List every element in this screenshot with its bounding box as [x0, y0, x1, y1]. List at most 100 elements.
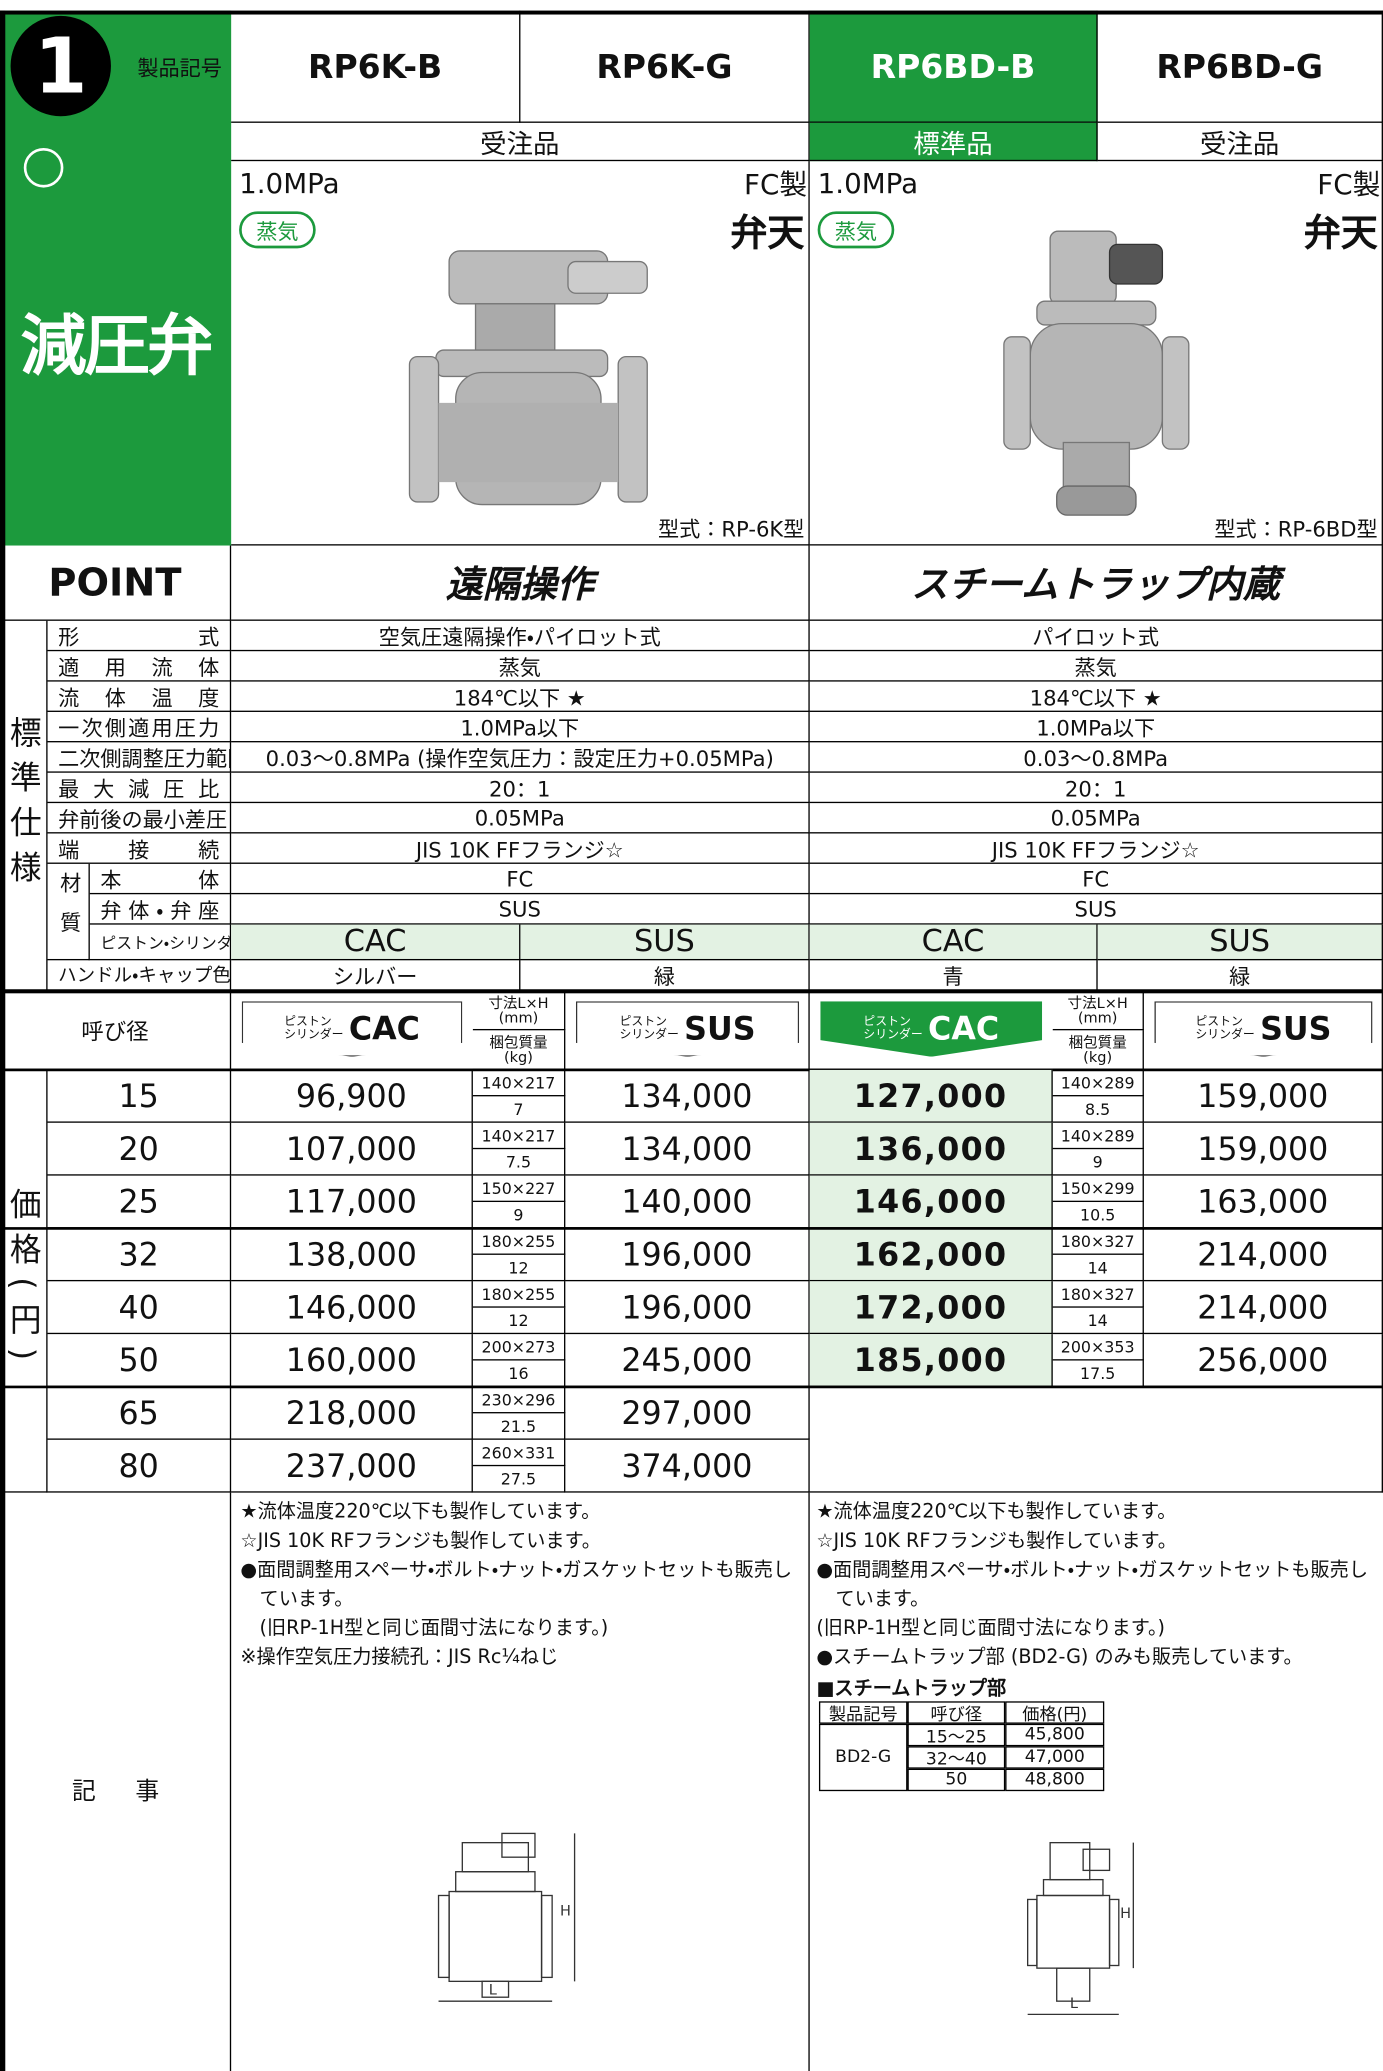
- weight: 27.5: [472, 1466, 566, 1493]
- spec-group: 標準仕様: [0, 620, 48, 991]
- dimension: 180×327: [1052, 1228, 1144, 1255]
- dim-unit: (mm): [1077, 1008, 1118, 1026]
- spec-label-text: ピストン・シリンダー: [100, 933, 232, 952]
- spec-group-label: 標準仕様: [3, 715, 41, 895]
- weight: 17.5: [1052, 1360, 1144, 1387]
- spec-value: 184℃以下 ★: [231, 681, 810, 712]
- spec-label: 最大減圧比: [47, 772, 232, 804]
- material: FC製: [743, 169, 808, 201]
- spec-label: 弁体・弁座: [89, 894, 232, 925]
- spec-label: 形式: [47, 620, 232, 652]
- rule: [0, 10, 6, 2071]
- spec-value: 蒸気: [231, 651, 810, 682]
- logo: [23, 147, 64, 188]
- note: ●面間調整用スペーサ・ボルト・ナット・ガスケットセットも販売しています。: [240, 1559, 793, 1611]
- brand: 弁天: [730, 211, 805, 255]
- nominal-size: 20: [47, 1122, 232, 1176]
- spec-label-text: 一次側適用圧力: [58, 715, 220, 742]
- dim-unit: (mm): [498, 1008, 539, 1026]
- note: ●面間調整用スペーサ・ボルト・ナット・ガスケットセットも販売しています。: [816, 1559, 1368, 1611]
- spec-label-text: 二次側調整圧力範囲: [58, 746, 232, 772]
- badge: 1: [10, 15, 111, 117]
- price-cac: 185,000: [809, 1334, 1053, 1387]
- spec-value: 空気圧遠隔操作・パイロット式: [231, 620, 810, 652]
- dim-label: 寸法L×H: [488, 993, 549, 1012]
- material-tag: ピストン シリンダー CAC: [241, 1001, 463, 1057]
- price-sus: 196,000: [565, 1281, 810, 1335]
- dimension-label: H: [1120, 1906, 1131, 1922]
- spec-value: 20：1: [231, 772, 810, 804]
- spec-label: 適用流体: [47, 651, 232, 682]
- dimension-drawing: H L: [437, 1832, 576, 2002]
- spec-label: 流体温度: [47, 681, 232, 712]
- price-group: 価格(円): [0, 1069, 48, 1493]
- spec-value: 0.03～0.8MPa: [809, 742, 1383, 773]
- trap-header: 呼び径: [907, 1701, 1006, 1724]
- model-code: RP6K-B: [231, 10, 521, 123]
- spec-label-text: 形式: [58, 624, 220, 650]
- rule: [0, 989, 1383, 994]
- price-cac: 146,000: [809, 1175, 1053, 1229]
- weight: 9: [472, 1202, 566, 1229]
- model-code: RP6K-G: [520, 10, 810, 123]
- dimension: 180×327: [1052, 1281, 1144, 1308]
- dimension: 230×296: [472, 1386, 566, 1414]
- price-sus: 256,000: [1143, 1334, 1383, 1387]
- model-code: RP6BD-B: [809, 10, 1098, 123]
- order-type: 標準品: [809, 122, 1098, 162]
- rule: [0, 10, 1383, 15]
- weight: 16: [472, 1360, 566, 1387]
- price-group-label: 価格(円): [3, 1187, 41, 1374]
- rule: [808, 1492, 810, 2071]
- tag-small: ピストン: [619, 1015, 668, 1029]
- dimension: 140×217: [472, 1122, 566, 1150]
- note: (旧RP-1H型と同じ面間寸法になります。): [816, 1618, 1166, 1640]
- pressure: 1.0MPa: [817, 167, 919, 200]
- rule: [0, 1227, 1383, 1230]
- price-sus: 159,000: [1143, 1069, 1383, 1123]
- valve-image: [408, 250, 648, 506]
- spec-value: SUS: [1097, 924, 1383, 961]
- spec-label-text: 本体: [100, 867, 220, 893]
- price-sus: 214,000: [1143, 1281, 1383, 1335]
- brand: 弁天: [1303, 211, 1378, 255]
- weight: 12: [472, 1307, 566, 1335]
- valve-image: [1003, 230, 1190, 516]
- material-tag: ピストン シリンダー SUS: [1154, 1001, 1373, 1057]
- spec-value: 20：1: [809, 772, 1383, 804]
- dimension: 200×273: [472, 1334, 566, 1361]
- model-type: 型式：RP-6BD型: [1214, 516, 1378, 542]
- tag-material: SUS: [1260, 1010, 1332, 1048]
- dim-header: 寸法L×H (mm): [472, 990, 566, 1031]
- price-sus: 297,000: [565, 1386, 810, 1440]
- spec-value: 0.05MPa: [809, 803, 1383, 834]
- price-sus: 196,000: [565, 1228, 810, 1282]
- spec-label-text: 適用流体: [58, 655, 220, 681]
- spec-value: シルバー: [231, 960, 521, 991]
- spec-label-text: ハンドル・キャップ色: [58, 965, 231, 987]
- spec-value: 青: [809, 960, 1098, 991]
- price-cac: 162,000: [809, 1228, 1053, 1282]
- tag-material: CAC: [348, 1010, 420, 1048]
- order-type: 受注品: [231, 122, 810, 162]
- spec-value: 蒸気: [809, 651, 1383, 682]
- weight-header: 梱包質量 (kg): [472, 1030, 566, 1070]
- spec-label-text: 弁体・弁座: [100, 898, 220, 924]
- price-cac: 138,000: [231, 1228, 473, 1282]
- price-sus: 374,000: [565, 1439, 810, 1493]
- spec-label: ピストン・シリンダー: [89, 924, 232, 961]
- price-sus: 214,000: [1143, 1228, 1383, 1282]
- weight-label: 梱包質量: [489, 1033, 548, 1051]
- dimension: 140×289: [1052, 1069, 1144, 1097]
- dimension-label: H: [560, 1903, 571, 1919]
- spec-label: ハンドル・キャップ色: [47, 960, 232, 991]
- tag-small: ピストン: [1195, 1015, 1243, 1029]
- note: ☆JIS 10K RFフランジも製作しています。: [240, 1530, 601, 1553]
- dimension-label: L: [489, 1983, 498, 1999]
- spec-label: 弁前後の最小差圧: [47, 803, 232, 834]
- weight-label: 梱包質量: [1068, 1033, 1127, 1051]
- spec-value: FC: [809, 863, 1383, 895]
- weight-unit: (kg): [503, 1048, 533, 1066]
- spec-label: 二次側調整圧力範囲: [47, 742, 232, 773]
